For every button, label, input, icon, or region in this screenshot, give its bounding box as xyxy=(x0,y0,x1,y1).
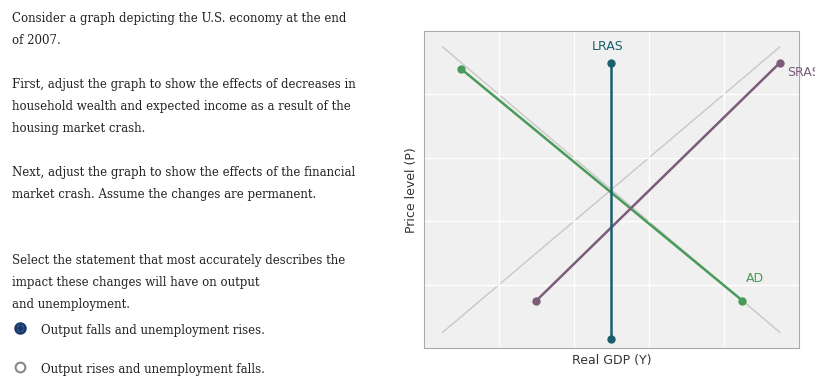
Text: AD: AD xyxy=(747,272,764,285)
Text: impact these changes will have on output: impact these changes will have on output xyxy=(12,276,260,289)
Text: market crash. Assume the changes are permanent.: market crash. Assume the changes are per… xyxy=(12,188,316,201)
Text: Next, adjust the graph to show the effects of the financial: Next, adjust the graph to show the effec… xyxy=(12,166,355,179)
Text: and unemployment.: and unemployment. xyxy=(12,298,130,312)
Text: Output falls and unemployment rises.: Output falls and unemployment rises. xyxy=(41,324,265,337)
Y-axis label: Price level (P): Price level (P) xyxy=(405,147,418,233)
Text: of 2007.: of 2007. xyxy=(12,34,61,47)
Text: Output rises and unemployment falls.: Output rises and unemployment falls. xyxy=(41,363,265,376)
Text: Select the statement that most accurately describes the: Select the statement that most accuratel… xyxy=(12,254,346,267)
Text: First, adjust the graph to show the effects of decreases in: First, adjust the graph to show the effe… xyxy=(12,78,356,91)
Text: LRAS: LRAS xyxy=(592,40,623,53)
X-axis label: Real GDP (Y): Real GDP (Y) xyxy=(571,354,651,367)
Text: household wealth and expected income as a result of the: household wealth and expected income as … xyxy=(12,100,351,113)
Text: Consider a graph depicting the U.S. economy at the end: Consider a graph depicting the U.S. econ… xyxy=(12,12,346,25)
Text: housing market crash.: housing market crash. xyxy=(12,122,146,135)
Text: SRAS: SRAS xyxy=(787,66,815,79)
